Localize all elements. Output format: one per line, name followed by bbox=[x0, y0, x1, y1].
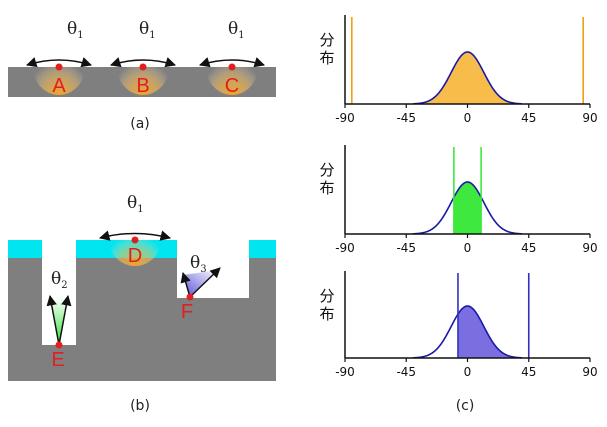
ray-e-left bbox=[46, 294, 60, 346]
theta-f: θ3 bbox=[190, 253, 207, 275]
mask-right bbox=[249, 240, 276, 258]
arc-arrow-b bbox=[109, 57, 177, 68]
x-tick-label-2-5: 90 bbox=[582, 241, 597, 255]
point-c-label: C bbox=[225, 75, 239, 97]
x-tick-label-2-3: 0 bbox=[464, 241, 472, 255]
y-label-2-2: 布 bbox=[319, 179, 334, 197]
theta-a: θ1 bbox=[67, 19, 84, 41]
emitter-d: D θ1 bbox=[98, 193, 172, 267]
point-e-label: E bbox=[51, 349, 64, 371]
point-f-label: F bbox=[181, 301, 193, 323]
point-e-dot bbox=[55, 341, 63, 349]
x-tick-label-1-5: 90 bbox=[582, 111, 597, 125]
distribution-curve-1 bbox=[413, 51, 522, 105]
emitter-c: C θ1 bbox=[198, 19, 266, 97]
x-tick-label-2-2: -45 bbox=[396, 241, 416, 255]
cone-e bbox=[50, 298, 67, 345]
y-label-2-1: 分 bbox=[319, 161, 334, 179]
x-tick-label-1-1: -90 bbox=[335, 111, 355, 125]
emitter-f: F θ3 bbox=[180, 253, 221, 323]
x-tick-label-1-3: 0 bbox=[464, 111, 472, 125]
distribution-chart-2: -90 -45 0 45 90 分布 bbox=[319, 145, 598, 255]
ray-e-right bbox=[58, 294, 72, 346]
arc-arrow-d bbox=[98, 230, 172, 241]
ray-f-right bbox=[189, 267, 221, 298]
point-a-label: A bbox=[52, 75, 66, 97]
caption-b: (b) bbox=[130, 398, 150, 414]
distribution-chart-1: -90 -45 0 45 90 分布 bbox=[319, 15, 598, 125]
point-d-label: D bbox=[128, 245, 142, 267]
emitter-e: E θ2 bbox=[46, 269, 72, 371]
panel-b: D θ1 E θ2 F θ3 (b) bbox=[8, 193, 276, 414]
x-tick-label-3-4: 45 bbox=[521, 365, 536, 379]
x-tick-label-1-2: -45 bbox=[396, 111, 416, 125]
distribution-chart-3: -90 -45 0 45 90 分布 bbox=[319, 271, 598, 379]
theta-c: θ1 bbox=[228, 19, 245, 41]
x-tick-label-3-5: 90 bbox=[582, 365, 597, 379]
x-tick-label-1-4: 45 bbox=[521, 111, 536, 125]
x-tick-label-3-2: -45 bbox=[396, 365, 416, 379]
distribution-fill-2 bbox=[453, 182, 482, 234]
y-label-1-2: 布 bbox=[319, 49, 334, 67]
arc-arrow-c bbox=[198, 57, 266, 68]
x-tick-label-3-1: -90 bbox=[335, 365, 355, 379]
distribution-fill-3 bbox=[457, 306, 529, 358]
point-c-dot bbox=[228, 63, 236, 71]
distribution-curve-2 bbox=[413, 181, 522, 235]
ray-f-left bbox=[180, 271, 191, 298]
point-d-dot bbox=[131, 236, 139, 244]
arc-arrow-a bbox=[25, 57, 93, 68]
cone-f bbox=[183, 270, 218, 297]
emitter-a: A θ1 bbox=[25, 19, 93, 97]
caption-c: (c) bbox=[456, 398, 475, 414]
y-label-3-2: 布 bbox=[319, 305, 334, 323]
distribution-curve-3 bbox=[413, 305, 522, 359]
caption-a: (a) bbox=[130, 116, 150, 132]
point-f-dot bbox=[186, 293, 194, 301]
point-a-dot bbox=[55, 63, 63, 71]
point-b-label: B bbox=[136, 75, 149, 97]
panel-a: A θ1 B θ1 C θ1 (a) bbox=[8, 19, 276, 132]
mask-left bbox=[8, 240, 42, 258]
emitter-b: B θ1 bbox=[109, 19, 177, 97]
distribution-fill-1 bbox=[345, 52, 590, 104]
point-b-dot bbox=[139, 63, 147, 71]
theta-d: θ1 bbox=[127, 193, 144, 215]
y-label-1-1: 分 bbox=[319, 31, 334, 49]
y-label-3-1: 分 bbox=[319, 287, 334, 305]
substrate-b bbox=[8, 258, 276, 381]
theta-b: θ1 bbox=[139, 19, 156, 41]
x-tick-label-3-3: 0 bbox=[464, 365, 472, 379]
theta-e: θ2 bbox=[51, 269, 68, 291]
x-tick-label-2-4: 45 bbox=[521, 241, 536, 255]
x-tick-label-2-1: -90 bbox=[335, 241, 355, 255]
